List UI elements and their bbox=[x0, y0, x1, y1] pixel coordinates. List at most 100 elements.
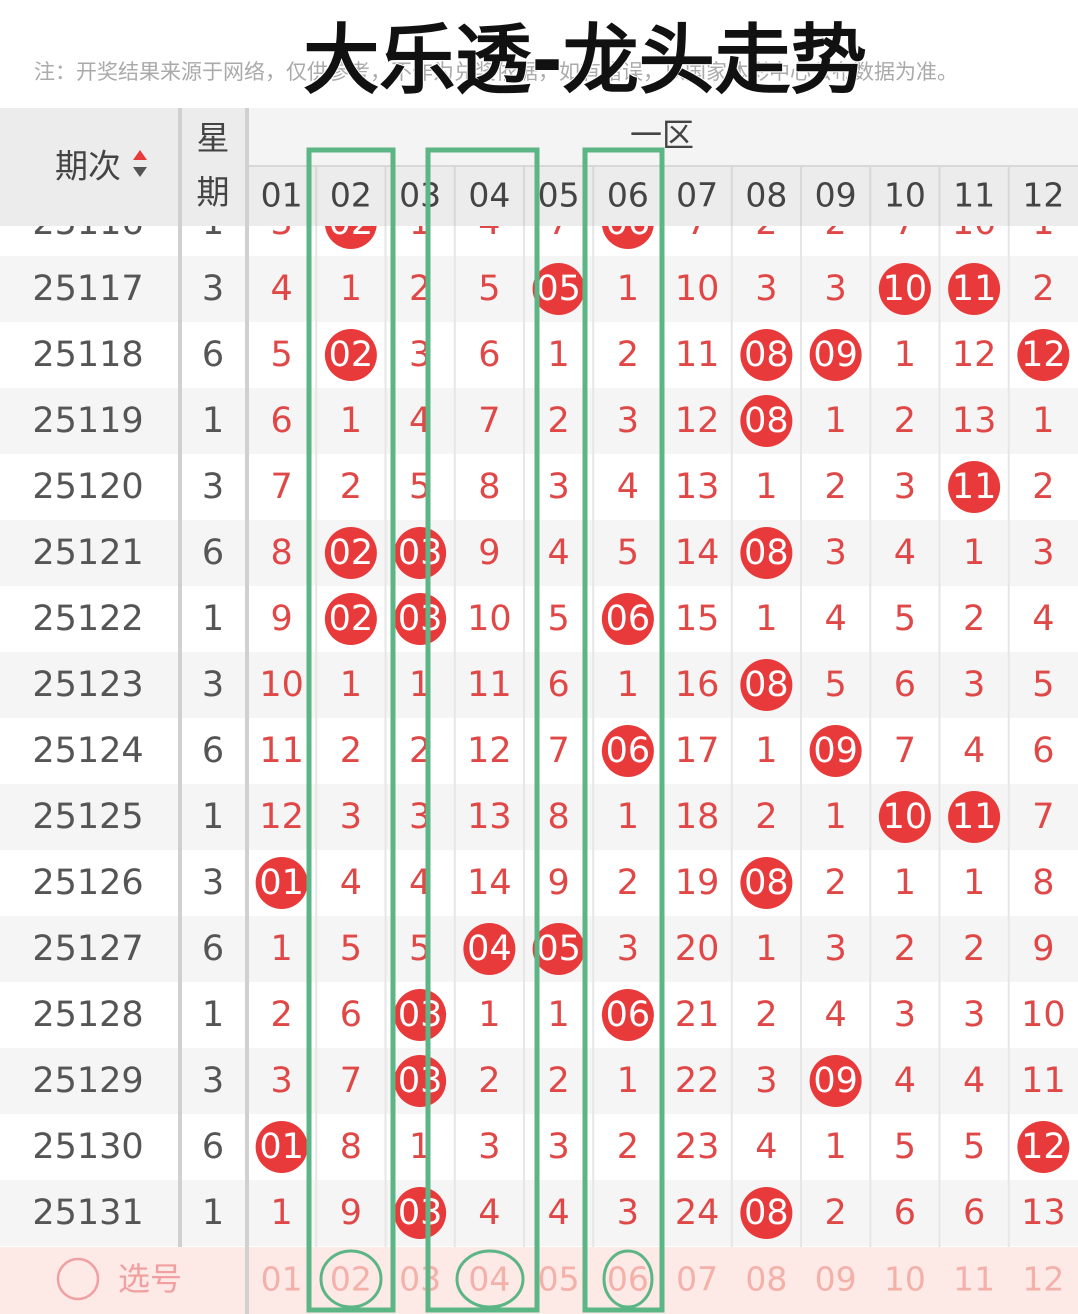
miss-count: 9 bbox=[340, 1193, 362, 1233]
select-number[interactable]: 10 bbox=[884, 1260, 926, 1299]
week: 1 bbox=[202, 995, 224, 1035]
hit-ball bbox=[394, 1187, 447, 1239]
miss-count: 1 bbox=[894, 863, 916, 903]
miss-count: 10 bbox=[675, 269, 720, 309]
miss-count: 7 bbox=[686, 203, 708, 243]
hit-number: 12 bbox=[1021, 335, 1066, 375]
miss-count: 13 bbox=[952, 401, 997, 441]
miss-count: 10 bbox=[467, 599, 512, 639]
sort-up[interactable] bbox=[133, 150, 147, 160]
hit-number: 06 bbox=[606, 599, 651, 639]
issue: 25122 bbox=[32, 599, 143, 639]
hit-number: 09 bbox=[813, 335, 858, 375]
select-number[interactable]: 03 bbox=[399, 1260, 441, 1299]
miss-count: 4 bbox=[270, 269, 292, 309]
hit-ball bbox=[740, 1187, 793, 1239]
miss-count: 3 bbox=[894, 467, 916, 507]
miss-count: 3 bbox=[824, 929, 846, 969]
miss-count: 2 bbox=[270, 995, 292, 1035]
hit-ball bbox=[394, 593, 447, 645]
miss-count: 2 bbox=[824, 203, 846, 243]
miss-count: 5 bbox=[963, 1127, 985, 1167]
miss-count: 2 bbox=[755, 995, 777, 1035]
miss-count: 2 bbox=[547, 1061, 569, 1101]
miss-count: 5 bbox=[340, 929, 362, 969]
miss-count: 2 bbox=[478, 1061, 500, 1101]
footer-label[interactable]: 选号 bbox=[118, 1260, 182, 1298]
hit-number: 01 bbox=[259, 1127, 304, 1167]
miss-count: 3 bbox=[963, 995, 985, 1035]
hit-number: 03 bbox=[398, 1061, 443, 1101]
hit-ball bbox=[878, 263, 931, 315]
column-divider bbox=[245, 1247, 249, 1314]
miss-count: 2 bbox=[894, 929, 916, 969]
miss-count: 1 bbox=[824, 797, 846, 837]
issue-header[interactable]: 期次 bbox=[55, 147, 121, 186]
select-number[interactable]: 02 bbox=[330, 1260, 372, 1299]
miss-count: 1 bbox=[617, 269, 639, 309]
hit-number: 02 bbox=[329, 335, 374, 375]
miss-count: 6 bbox=[894, 1193, 916, 1233]
miss-count: 4 bbox=[340, 863, 362, 903]
select-number[interactable]: 08 bbox=[745, 1260, 787, 1299]
hit-ball bbox=[255, 857, 308, 909]
select-number[interactable]: 12 bbox=[1022, 1260, 1064, 1299]
miss-count: 10 bbox=[259, 665, 304, 705]
hit-ball bbox=[532, 263, 585, 315]
miss-count: 8 bbox=[478, 467, 500, 507]
hit-number: 06 bbox=[606, 995, 651, 1035]
miss-count: 4 bbox=[547, 533, 569, 573]
select-radio[interactable] bbox=[56, 1257, 100, 1301]
miss-count: 3 bbox=[270, 203, 292, 243]
miss-count: 11 bbox=[1021, 1061, 1066, 1101]
week: 6 bbox=[202, 731, 224, 771]
miss-count: 2 bbox=[340, 467, 362, 507]
miss-count: 5 bbox=[617, 533, 639, 573]
miss-count: 10 bbox=[952, 203, 997, 243]
miss-count: 11 bbox=[467, 665, 512, 705]
hit-number: 03 bbox=[398, 1193, 443, 1233]
hit-ball bbox=[324, 593, 377, 645]
hit-ball bbox=[809, 329, 862, 381]
select-number[interactable]: 01 bbox=[261, 1260, 303, 1299]
miss-count: 12 bbox=[467, 731, 512, 771]
select-number[interactable]: 05 bbox=[538, 1260, 580, 1299]
highlight-circle bbox=[319, 1249, 383, 1309]
issue: 25124 bbox=[32, 731, 143, 771]
hit-ball bbox=[740, 527, 793, 579]
select-number[interactable]: 04 bbox=[468, 1260, 510, 1299]
select-number[interactable]: 11 bbox=[953, 1260, 995, 1299]
select-number[interactable]: 06 bbox=[607, 1260, 649, 1299]
miss-count: 3 bbox=[1032, 533, 1054, 573]
select-number[interactable]: 07 bbox=[676, 1260, 718, 1299]
miss-count: 5 bbox=[547, 599, 569, 639]
miss-count: 10 bbox=[1021, 995, 1066, 1035]
miss-count: 1 bbox=[755, 731, 777, 771]
miss-count: 7 bbox=[340, 1061, 362, 1101]
sort-down[interactable] bbox=[133, 167, 147, 177]
miss-count: 7 bbox=[547, 731, 569, 771]
miss-count: 2 bbox=[824, 467, 846, 507]
miss-count: 6 bbox=[340, 995, 362, 1035]
miss-count: 2 bbox=[824, 1193, 846, 1233]
issue: 25116 bbox=[32, 203, 143, 243]
miss-count: 8 bbox=[340, 1127, 362, 1167]
issue: 25129 bbox=[32, 1061, 143, 1101]
week: 6 bbox=[202, 1127, 224, 1167]
miss-count: 6 bbox=[963, 1193, 985, 1233]
select-number[interactable]: 09 bbox=[815, 1260, 857, 1299]
miss-count: 1 bbox=[894, 335, 916, 375]
issue: 25119 bbox=[32, 401, 143, 441]
miss-count: 5 bbox=[824, 665, 846, 705]
miss-count: 2 bbox=[617, 335, 639, 375]
issue: 25120 bbox=[32, 467, 143, 507]
top-bar bbox=[0, 0, 1078, 108]
issue: 25125 bbox=[32, 797, 143, 837]
hit-ball bbox=[1017, 329, 1070, 381]
week: 6 bbox=[202, 335, 224, 375]
miss-count: 2 bbox=[894, 401, 916, 441]
hit-number: 08 bbox=[744, 665, 789, 705]
hit-ball bbox=[532, 923, 585, 975]
